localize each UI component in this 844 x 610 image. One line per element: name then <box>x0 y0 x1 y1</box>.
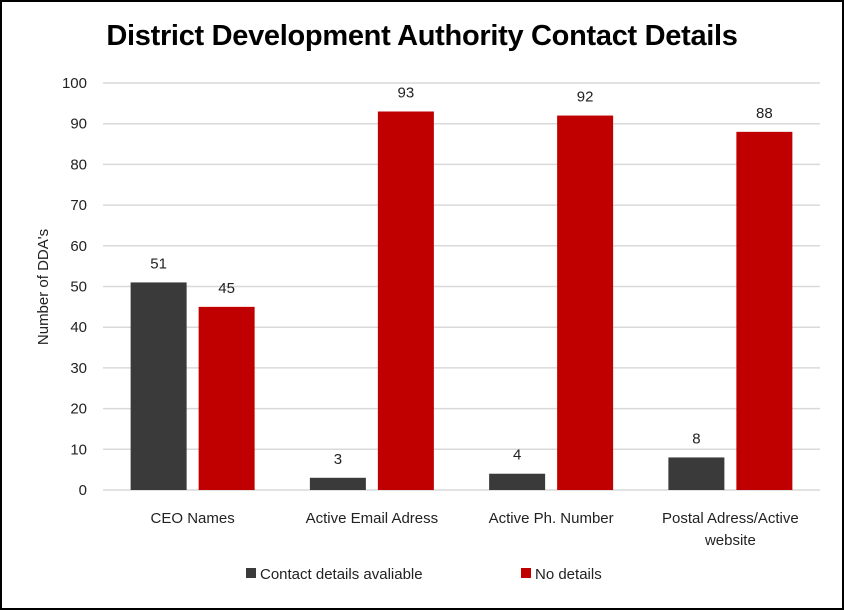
x-tick-label: Active Email Adress <box>306 510 439 527</box>
legend-label: No details <box>535 566 602 583</box>
legend-label: Contact details avaliable <box>260 566 423 583</box>
y-tick-label: 70 <box>70 197 87 214</box>
y-tick-label: 40 <box>70 319 87 336</box>
bar <box>668 457 725 490</box>
y-tick-label: 0 <box>79 482 87 499</box>
bar <box>377 111 434 491</box>
chart-title: District Development Authority Contact D… <box>106 20 738 52</box>
bar <box>489 473 546 490</box>
data-label: 92 <box>577 89 594 106</box>
bar <box>198 306 255 490</box>
bar <box>130 282 187 490</box>
data-label: 88 <box>756 105 773 122</box>
y-tick-label: 20 <box>70 401 87 418</box>
legend-swatch <box>521 568 531 578</box>
data-label: 45 <box>218 280 235 297</box>
data-label: 3 <box>334 451 342 468</box>
y-tick-label: 100 <box>62 75 87 92</box>
bar <box>557 115 614 490</box>
y-tick-label: 80 <box>70 156 87 173</box>
x-tick-label: Active Ph. Number <box>489 510 614 527</box>
y-tick-label: 50 <box>70 279 87 296</box>
x-tick-label: CEO Names <box>151 510 235 527</box>
bar <box>736 131 793 490</box>
legend-swatch <box>246 568 256 578</box>
x-tick-label: Postal Adress/Active <box>662 510 799 527</box>
y-tick-label: 30 <box>70 360 87 377</box>
x-tick-label: website <box>704 532 756 549</box>
bar <box>309 477 366 490</box>
y-tick-label: 60 <box>70 238 87 255</box>
data-label: 4 <box>513 447 521 464</box>
data-label: 8 <box>692 430 700 447</box>
data-label: 51 <box>150 255 167 272</box>
y-tick-label: 90 <box>70 116 87 133</box>
y-axis-title: Number of DDA's <box>35 229 52 345</box>
y-tick-label: 10 <box>70 441 87 458</box>
data-label: 93 <box>398 84 415 101</box>
